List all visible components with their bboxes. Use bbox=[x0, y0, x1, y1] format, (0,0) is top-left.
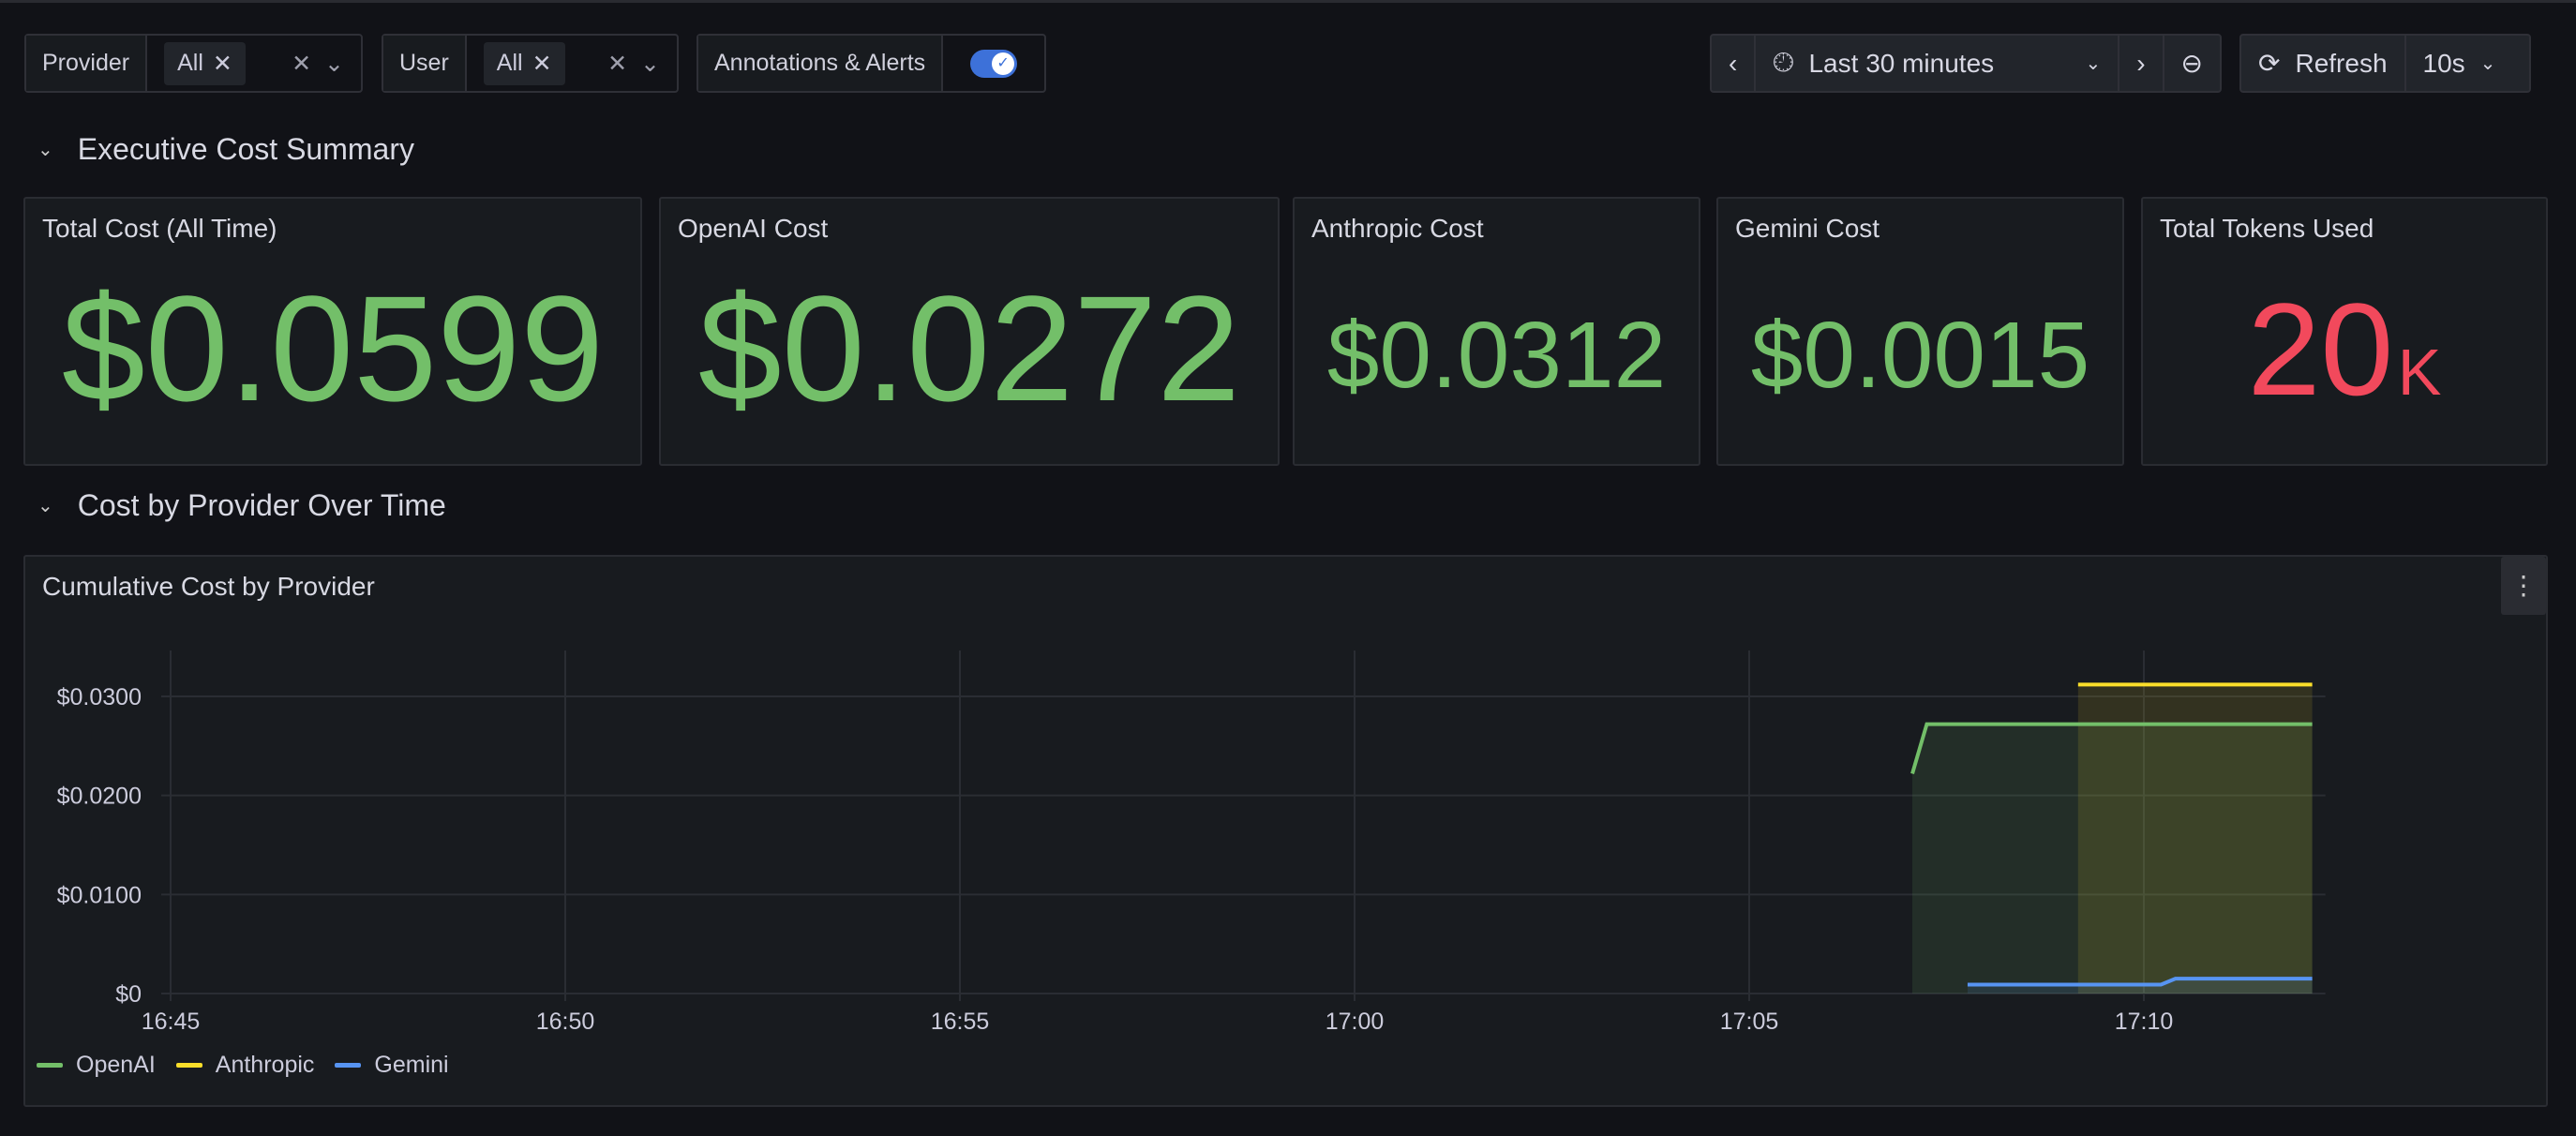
legend-swatch bbox=[37, 1063, 63, 1068]
user-filter: User All ✕ ✕ ⌄ bbox=[382, 34, 679, 93]
refresh-picker: ⟳ Refresh 10s ⌄ bbox=[2239, 34, 2531, 93]
chart-legend: OpenAI Anthropic Gemini bbox=[37, 1052, 449, 1079]
time-range-label: Last 30 minutes bbox=[1808, 48, 1995, 78]
zoom-out-icon: ⊖ bbox=[2180, 49, 2203, 78]
remove-icon[interactable]: ✕ bbox=[532, 50, 552, 77]
legend-item-gemini[interactable]: Gemini bbox=[335, 1052, 449, 1079]
clock-icon: 🕘︎ bbox=[1773, 48, 1794, 77]
user-select[interactable]: All ✕ ✕ ⌄ bbox=[467, 36, 677, 91]
time-forward-button[interactable]: › bbox=[2119, 36, 2164, 91]
user-value: All bbox=[496, 50, 523, 76]
panel-title: Cumulative Cost by Provider bbox=[42, 572, 375, 601]
legend-item-openai[interactable]: OpenAI bbox=[37, 1052, 156, 1079]
provider-chip[interactable]: All ✕ bbox=[164, 41, 246, 85]
more-vertical-icon: ⋮ bbox=[2510, 571, 2537, 600]
stat-title: Anthropic Cost bbox=[1311, 214, 1484, 243]
legend-swatch bbox=[335, 1063, 362, 1068]
provider-select[interactable]: All ✕ ✕ ⌄ bbox=[147, 36, 361, 91]
annotations-label: Annotations & Alerts bbox=[698, 36, 944, 91]
provider-label: Provider bbox=[26, 36, 148, 91]
stat-value: $0.0272 bbox=[697, 264, 1241, 432]
stat-total-tokens: Total Tokens Used 20 K bbox=[2141, 197, 2548, 466]
chevron-down-icon: ⌄ bbox=[2479, 53, 2496, 74]
row-title: Executive Cost Summary bbox=[77, 132, 414, 166]
stat-gemini-cost: Gemini Cost $0.0015 bbox=[1716, 197, 2124, 466]
clear-icon[interactable]: ✕ bbox=[607, 50, 628, 77]
chart-plot: $0 $0.0100 $0.0200 $0.0300 16:45 16:50 16:55 17… bbox=[57, 650, 2326, 1035]
stat-unit: K bbox=[2397, 336, 2442, 409]
annotations-control: Annotations & Alerts bbox=[696, 34, 1046, 93]
user-chip[interactable]: All ✕ bbox=[483, 41, 565, 85]
remove-icon[interactable]: ✕ bbox=[212, 50, 232, 77]
chevron-down-icon: ⌄ bbox=[2085, 53, 2102, 74]
y-tick-label: $0.0300 bbox=[57, 684, 142, 710]
time-range-button[interactable]: 🕘︎ Last 30 minutes ⌄ bbox=[1756, 36, 2120, 91]
annotations-toggle[interactable] bbox=[970, 49, 1018, 78]
x-tick-label: 17:10 bbox=[2115, 1009, 2174, 1035]
y-tick-label: $0 bbox=[115, 981, 142, 1008]
chevron-down-icon: ⌄ bbox=[37, 140, 53, 160]
chevron-down-icon: ⌄ bbox=[37, 496, 53, 516]
panel-menu-button[interactable]: ⋮ bbox=[2501, 557, 2546, 615]
stat-title: Gemini Cost bbox=[1735, 214, 1880, 243]
series-line-openai bbox=[1910, 722, 2313, 774]
chevron-down-icon[interactable]: ⌄ bbox=[640, 50, 660, 77]
series-area-openai bbox=[1912, 724, 2313, 994]
clear-icon[interactable]: ✕ bbox=[292, 50, 312, 77]
row-cost-by-provider[interactable]: ⌄ Cost by Provider Over Time bbox=[37, 488, 446, 523]
legend-label: OpenAI bbox=[76, 1052, 156, 1078]
x-tick-label: 17:00 bbox=[1325, 1009, 1385, 1035]
cumulative-cost-panel: Cumulative Cost by Provider ⋮ $0 $0.0100 $… bbox=[23, 555, 2548, 1107]
time-back-button[interactable]: ‹ bbox=[1712, 36, 1757, 91]
x-tick-label: 16:45 bbox=[142, 1009, 201, 1035]
refresh-interval-select[interactable]: 10s ⌄ bbox=[2406, 36, 2513, 91]
stat-value: $0.0015 bbox=[1750, 303, 2090, 408]
user-label: User bbox=[383, 36, 467, 91]
x-tick-label: 16:50 bbox=[536, 1009, 595, 1035]
series-line-gemini bbox=[1967, 977, 2313, 987]
stat-value: $0.0599 bbox=[61, 264, 605, 432]
row-executive-cost-summary[interactable]: ⌄ Executive Cost Summary bbox=[37, 132, 414, 167]
refresh-button[interactable]: ⟳ Refresh bbox=[2241, 36, 2406, 91]
provider-value: All bbox=[177, 50, 203, 76]
refresh-interval: 10s bbox=[2422, 48, 2465, 78]
stat-total-cost: Total Cost (All Time) $0.0599 bbox=[23, 197, 642, 466]
stat-value: 20 bbox=[2247, 276, 2394, 423]
x-tick-label: 17:05 bbox=[1720, 1009, 1779, 1035]
row-title: Cost by Provider Over Time bbox=[77, 488, 446, 522]
x-tick-label: 16:55 bbox=[931, 1009, 990, 1035]
y-tick-label: $0.0100 bbox=[57, 882, 142, 908]
zoom-out-button[interactable]: ⊖ bbox=[2164, 36, 2220, 91]
stat-value: $0.0312 bbox=[1326, 303, 1667, 408]
refresh-icon: ⟳ bbox=[2258, 49, 2281, 78]
y-tick-label: $0.0200 bbox=[57, 784, 142, 810]
stat-openai-cost: OpenAI Cost $0.0272 bbox=[659, 197, 1280, 466]
series-area-anthropic bbox=[2077, 684, 2313, 994]
chevron-down-icon[interactable]: ⌄ bbox=[324, 50, 344, 77]
legend-item-anthropic[interactable]: Anthropic bbox=[175, 1052, 315, 1079]
time-picker: ‹ 🕘︎ Last 30 minutes ⌄ › ⊖ bbox=[1710, 34, 2222, 93]
stat-title: OpenAI Cost bbox=[678, 214, 829, 243]
stat-title: Total Tokens Used bbox=[2160, 214, 2374, 243]
provider-filter: Provider All ✕ ✕ ⌄ bbox=[24, 34, 363, 93]
stat-anthropic-cost: Anthropic Cost $0.0312 bbox=[1293, 197, 1700, 466]
refresh-label: Refresh bbox=[2295, 48, 2388, 78]
legend-swatch bbox=[175, 1063, 202, 1068]
legend-label: Anthropic bbox=[215, 1052, 315, 1078]
legend-label: Gemini bbox=[374, 1052, 449, 1078]
stat-title: Total Cost (All Time) bbox=[42, 214, 277, 243]
